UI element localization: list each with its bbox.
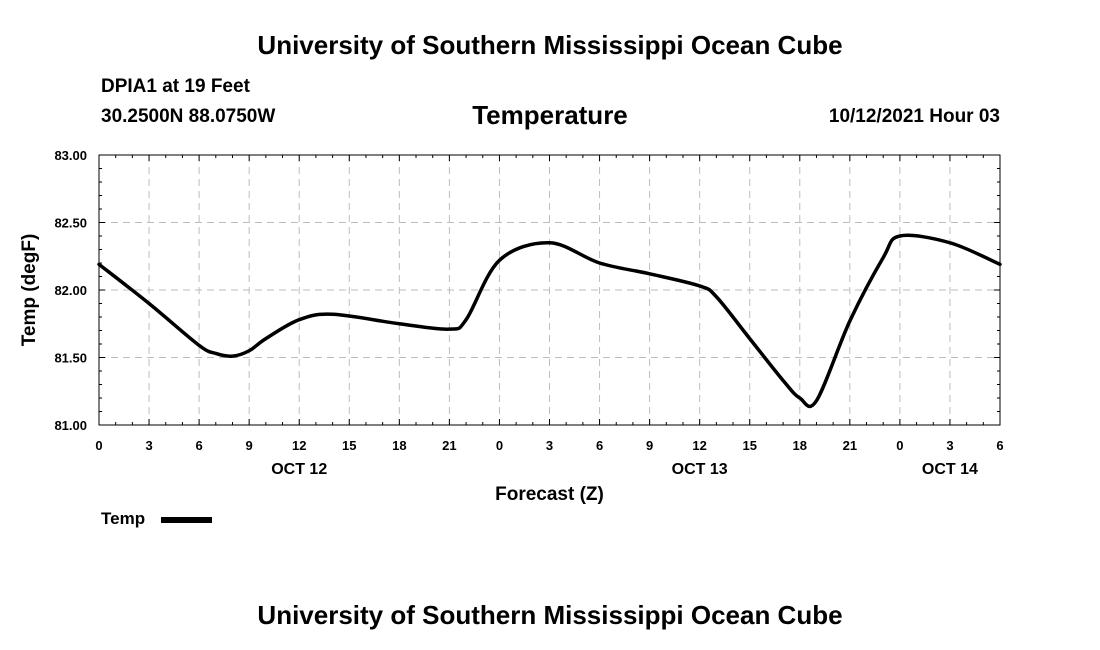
x-tick-label: 3: [145, 438, 152, 453]
x-tick-label: 3: [546, 438, 553, 453]
x-tick-label: 18: [793, 438, 807, 453]
x-tick-label: 0: [95, 438, 102, 453]
x-tick-label: 15: [342, 438, 356, 453]
legend-swatch: [161, 517, 212, 523]
x-tick-label: 18: [392, 438, 406, 453]
chart-title: Temperature: [472, 100, 628, 130]
x-date-label: OCT 14: [922, 461, 978, 478]
x-tick-label: 21: [442, 438, 456, 453]
page-title-top: University of Southern Mississippi Ocean…: [257, 30, 843, 60]
x-date-label: OCT 12: [271, 461, 327, 478]
y-tick-label: 82.00: [54, 283, 87, 298]
x-tick-label: 12: [692, 438, 706, 453]
y-tick-label: 82.50: [54, 216, 87, 231]
y-tick-label: 81.50: [54, 351, 87, 366]
x-tick-label: 6: [996, 438, 1003, 453]
station-label: DPIA1 at 19 Feet: [101, 76, 250, 97]
x-tick-label: 15: [742, 438, 756, 453]
x-tick-label: 9: [246, 438, 253, 453]
legend-label: Temp: [101, 509, 146, 528]
x-tick-label: 6: [596, 438, 603, 453]
y-tick-label: 81.00: [54, 418, 87, 433]
x-tick-label: 21: [843, 438, 857, 453]
page-title-bottom: University of Southern Mississippi Ocean…: [257, 600, 843, 630]
x-axis-title: Forecast (Z): [495, 484, 604, 505]
x-tick-label: 12: [292, 438, 306, 453]
x-tick-label: 3: [946, 438, 953, 453]
x-tick-label: 6: [195, 438, 202, 453]
series-line-temp: [97, 233, 1002, 409]
x-tick-label: 0: [896, 438, 903, 453]
coordinates-label: 30.2500N 88.0750W: [101, 106, 276, 127]
x-tick-label: 0: [496, 438, 503, 453]
y-axis-title: Temp (degF): [19, 234, 40, 347]
x-tick-label: 9: [646, 438, 653, 453]
x-date-label: OCT 13: [672, 461, 728, 478]
y-tick-label: 83.00: [54, 148, 87, 163]
datetime-label: 10/12/2021 Hour 03: [828, 106, 1000, 127]
